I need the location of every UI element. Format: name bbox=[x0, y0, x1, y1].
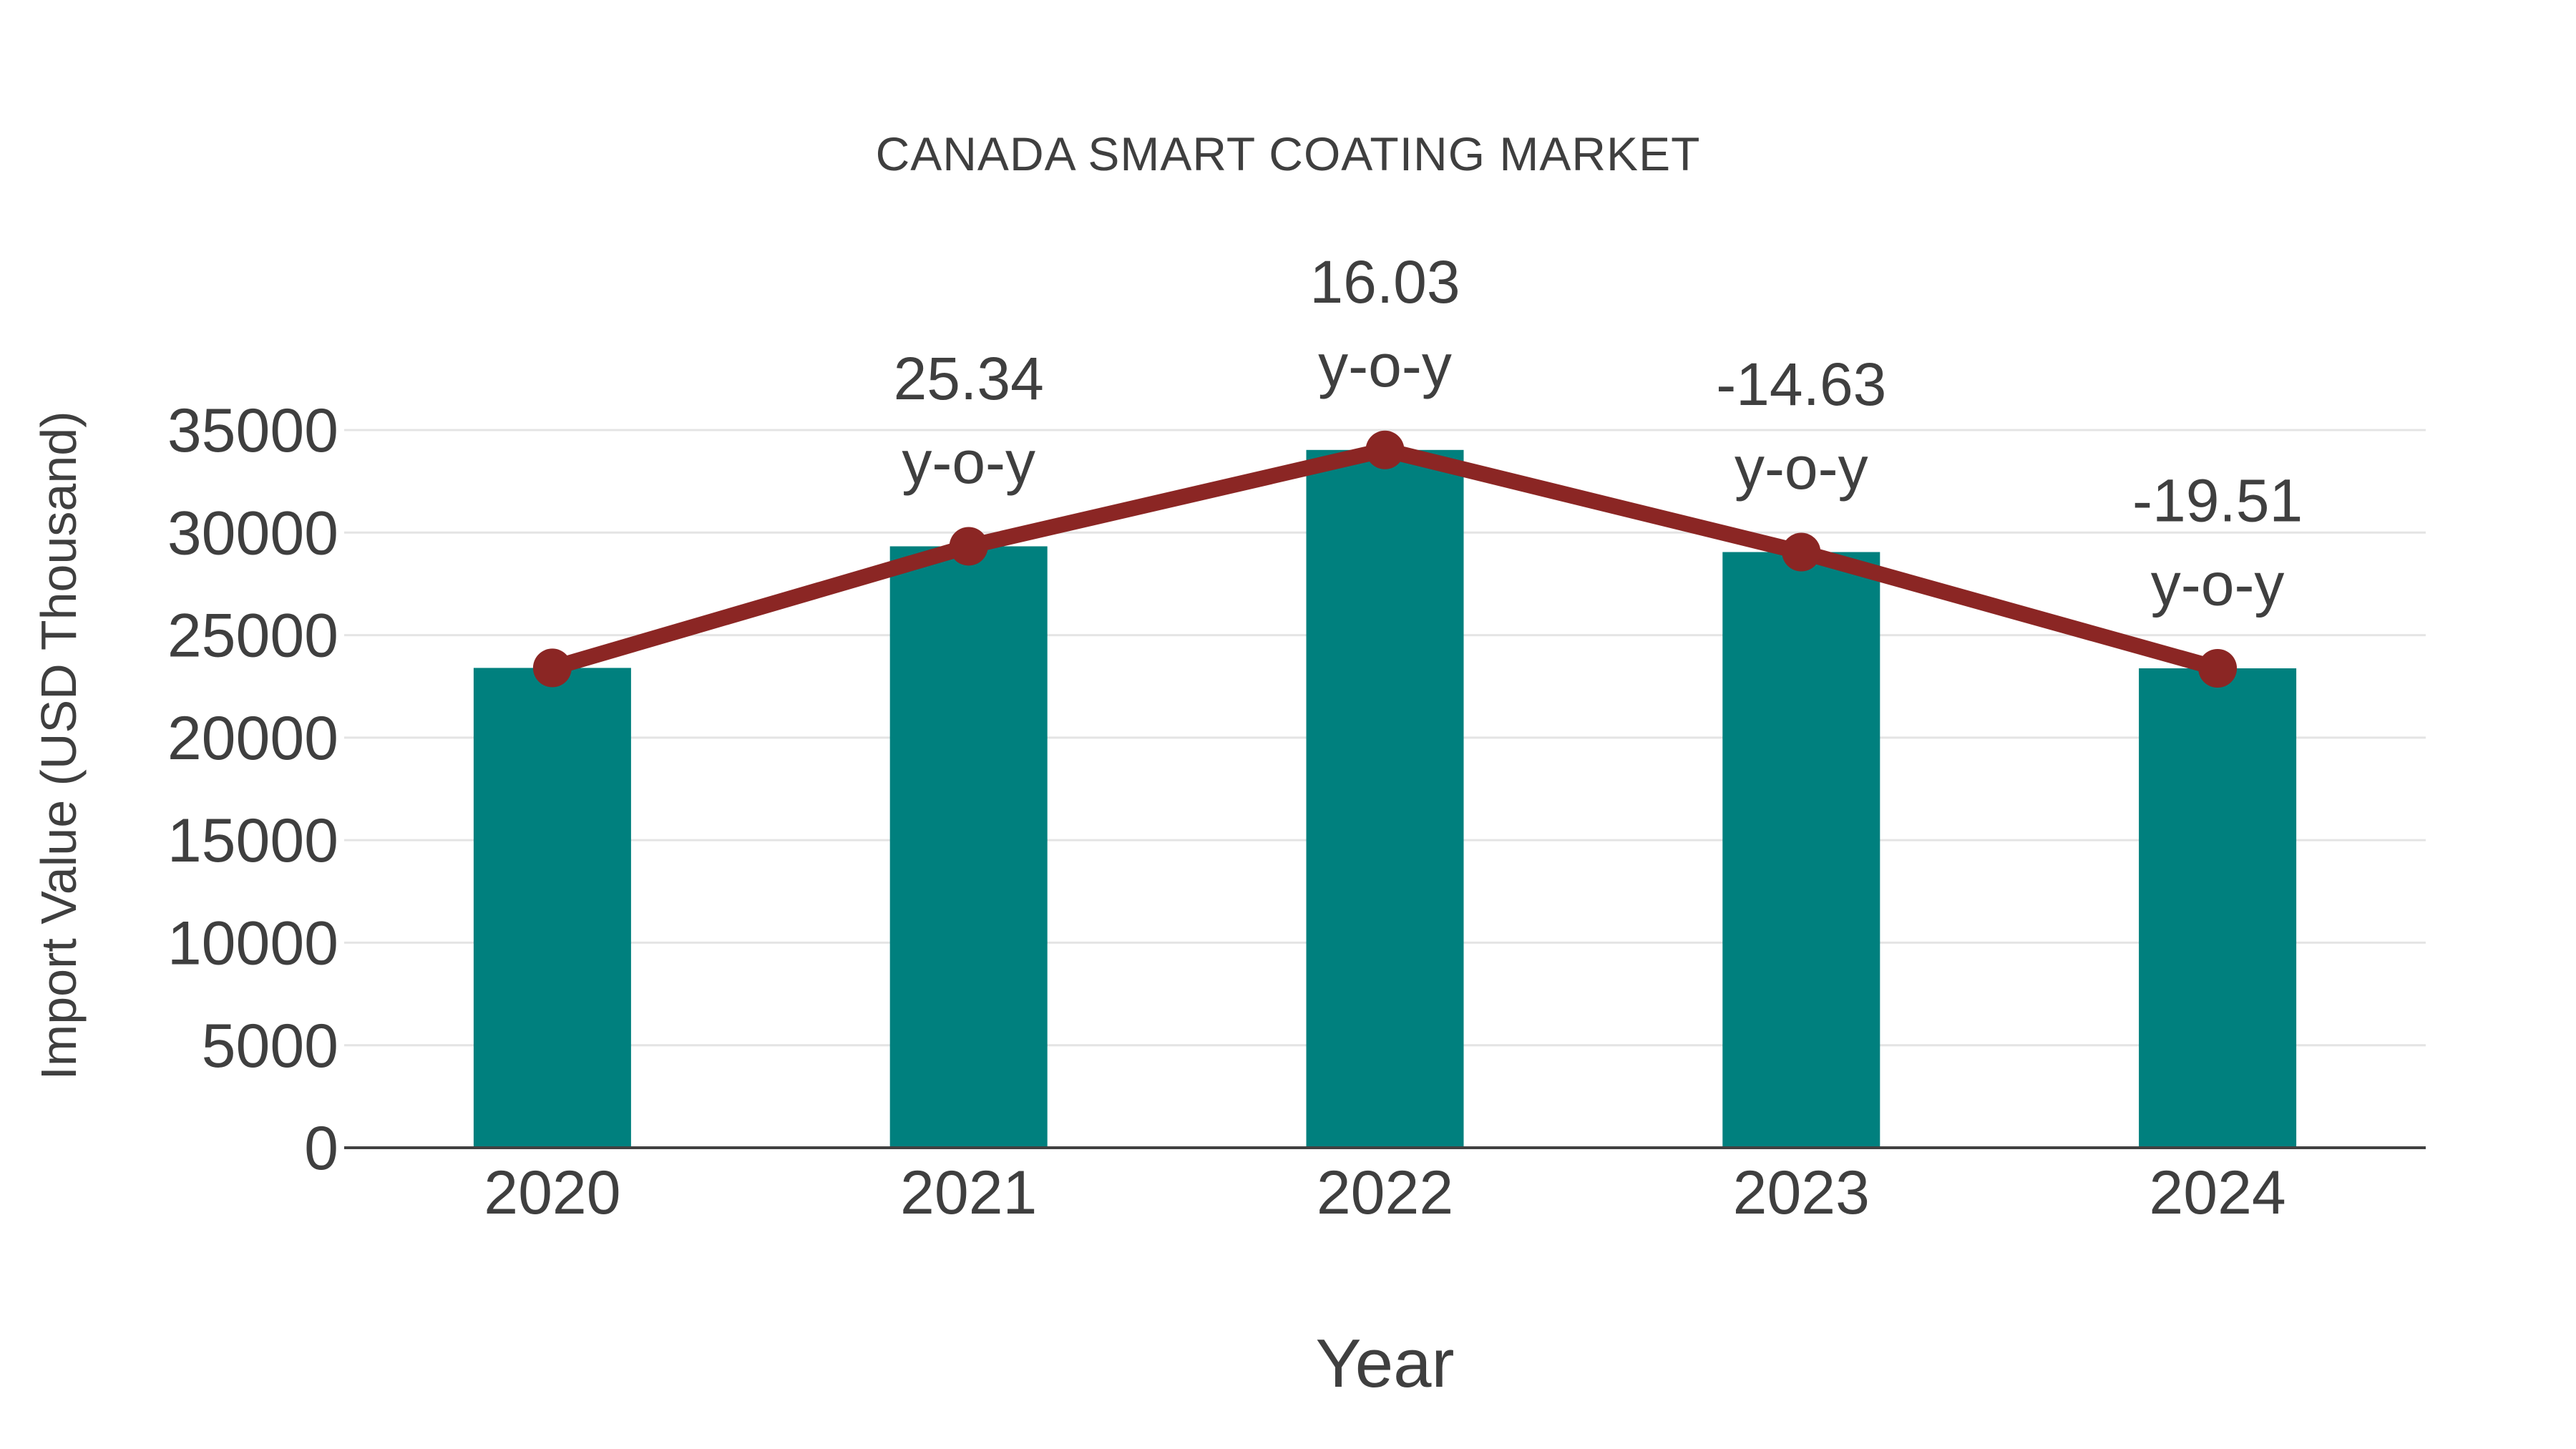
x-tick-label-2021: 2021 bbox=[900, 1158, 1037, 1227]
annotation-2022-value: 16.03 bbox=[1309, 248, 1460, 316]
y-tick-label-0: 0 bbox=[304, 1114, 338, 1183]
bar-2022 bbox=[1306, 449, 1464, 1148]
marker-2022 bbox=[1365, 430, 1405, 469]
bar-2021 bbox=[889, 546, 1048, 1148]
y-tick-label-30000: 30000 bbox=[167, 499, 338, 567]
marker-2023 bbox=[1782, 532, 1821, 572]
y-tick-label-5000: 5000 bbox=[202, 1012, 338, 1080]
chart-title: CANADA SMART COATING MARKET bbox=[875, 127, 1701, 180]
annotation-2023-value: -14.63 bbox=[1716, 351, 1886, 418]
annotation-2024-label: y-o-y bbox=[2151, 550, 2285, 618]
x-tick-label-2020: 2020 bbox=[484, 1158, 620, 1227]
x-tick-label-2024: 2024 bbox=[2149, 1158, 2285, 1227]
bar-2020 bbox=[473, 668, 631, 1148]
marker-2021 bbox=[949, 527, 988, 566]
annotation-2021-label: y-o-y bbox=[902, 429, 1035, 496]
y-tick-label-25000: 25000 bbox=[167, 602, 338, 670]
y-tick-label-35000: 35000 bbox=[167, 396, 338, 465]
annotation-2023-label: y-o-y bbox=[1735, 434, 1868, 502]
y-tick-label-20000: 20000 bbox=[167, 704, 338, 773]
y-tick-label-10000: 10000 bbox=[167, 909, 338, 978]
bar-2023 bbox=[1722, 552, 1880, 1148]
marker-2020 bbox=[532, 648, 572, 688]
marker-2024 bbox=[2198, 648, 2238, 688]
bar-2024 bbox=[2139, 668, 2297, 1148]
x-axis-title: Year bbox=[1315, 1325, 1455, 1402]
annotation-2022-label: y-o-y bbox=[1318, 332, 1452, 399]
y-tick-label-15000: 15000 bbox=[167, 806, 338, 875]
x-tick-label-2023: 2023 bbox=[1733, 1158, 1870, 1227]
annotation-2024-value: -19.51 bbox=[2132, 467, 2303, 534]
annotation-2021-value: 25.34 bbox=[894, 345, 1044, 412]
x-tick-label-2022: 2022 bbox=[1317, 1158, 1453, 1227]
